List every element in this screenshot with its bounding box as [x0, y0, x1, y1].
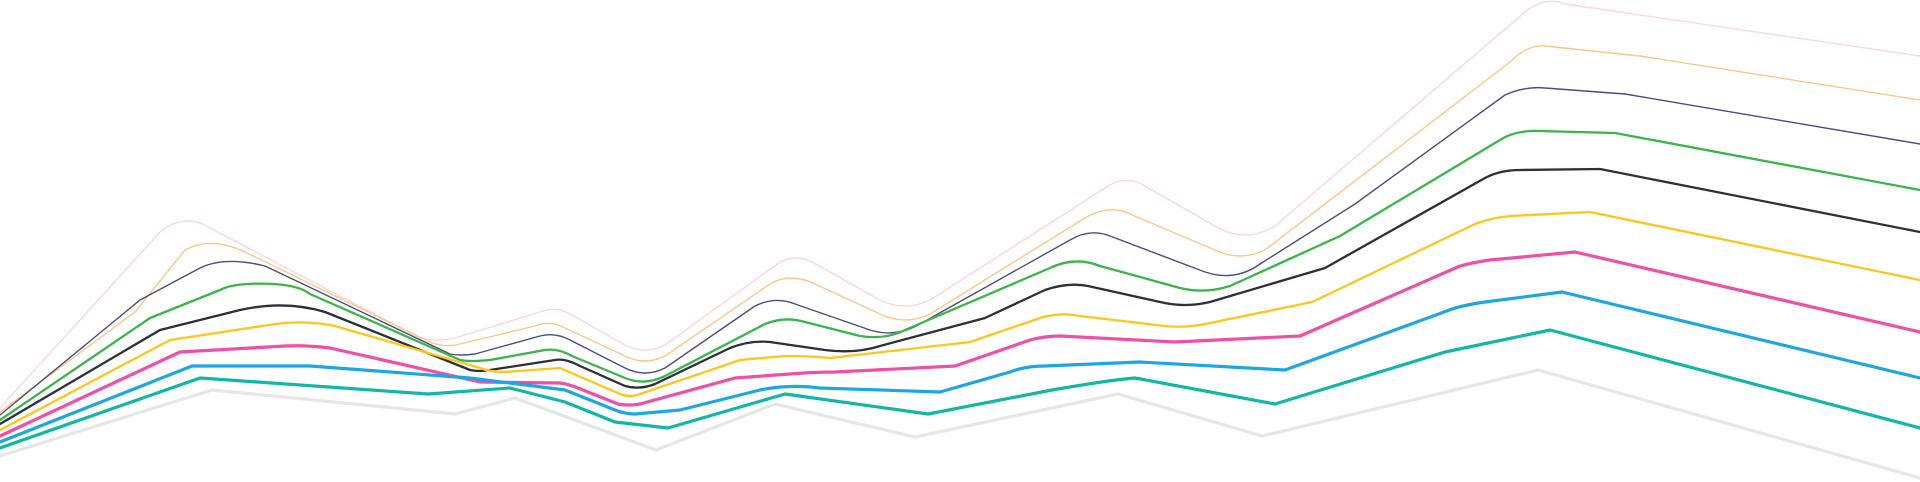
- wave-line-green: [0, 129, 1920, 422]
- wave-line-orange-light: [0, 45, 1920, 413]
- wave-line-charcoal: [0, 167, 1920, 426]
- wave-line-yellow: [0, 210, 1920, 432]
- wave-line-grey: [0, 368, 1920, 480]
- wave-line-blue: [0, 290, 1920, 444]
- wave-line-pink-light: [0, 0, 1920, 409]
- wave-line-magenta: [0, 250, 1920, 438]
- wave-line-navy-light: [0, 86, 1920, 416]
- wave-line-teal: [0, 328, 1920, 450]
